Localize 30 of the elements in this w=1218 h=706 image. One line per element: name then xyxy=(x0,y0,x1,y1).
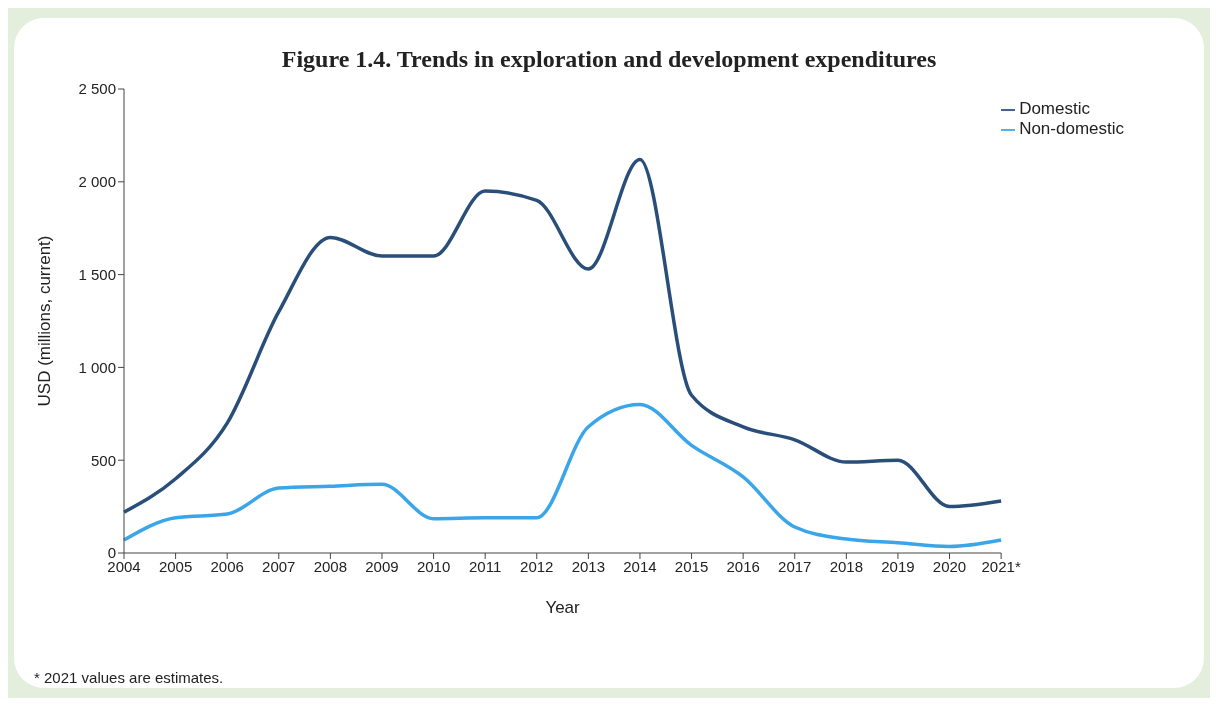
chart-title: Figure 1.4. Trends in exploration and development expenditures xyxy=(280,45,938,73)
x-tick-label: 2012 xyxy=(520,557,554,575)
x-tick-label: 2017 xyxy=(778,557,812,575)
x-tick-label: 2018 xyxy=(829,557,864,575)
x-tick-label: 2013 xyxy=(571,557,606,575)
y-axis-title: USD (millions, current) xyxy=(35,235,55,407)
y-tick-label: 1 500 xyxy=(78,265,116,283)
x-tick-label: 2007 xyxy=(262,557,296,575)
x-tick-label: 2021* xyxy=(981,557,1021,575)
x-tick-label: 2008 xyxy=(313,557,348,575)
y-tick-label: 500 xyxy=(90,451,116,469)
x-tick-label: 2009 xyxy=(365,557,399,575)
x-tick-label: 2011 xyxy=(469,557,502,575)
x-tick-label: 2010 xyxy=(416,557,451,575)
legend-label: Non-domestic xyxy=(1019,119,1124,138)
x-tick-label: 2016 xyxy=(726,557,760,575)
x-tick-label: 2015 xyxy=(674,557,709,575)
x-tick-label: 2020 xyxy=(932,557,967,575)
line-series xyxy=(122,157,1003,514)
x-tick-label: 2019 xyxy=(881,557,915,575)
y-tick-label: 2 000 xyxy=(78,173,116,191)
y-tick-label: 2 500 xyxy=(78,80,116,98)
text: * 2021 values are estimates. xyxy=(34,669,224,686)
x-tick-label: 2014 xyxy=(623,557,657,575)
legend-label: Domestic xyxy=(1019,99,1090,118)
x-axis-title: Year xyxy=(545,598,581,617)
y-tick-label: 1 000 xyxy=(78,358,116,376)
line-series xyxy=(122,402,1003,549)
x-tick-label: 2005 xyxy=(158,557,193,575)
x-tick-label: 2006 xyxy=(210,557,244,575)
